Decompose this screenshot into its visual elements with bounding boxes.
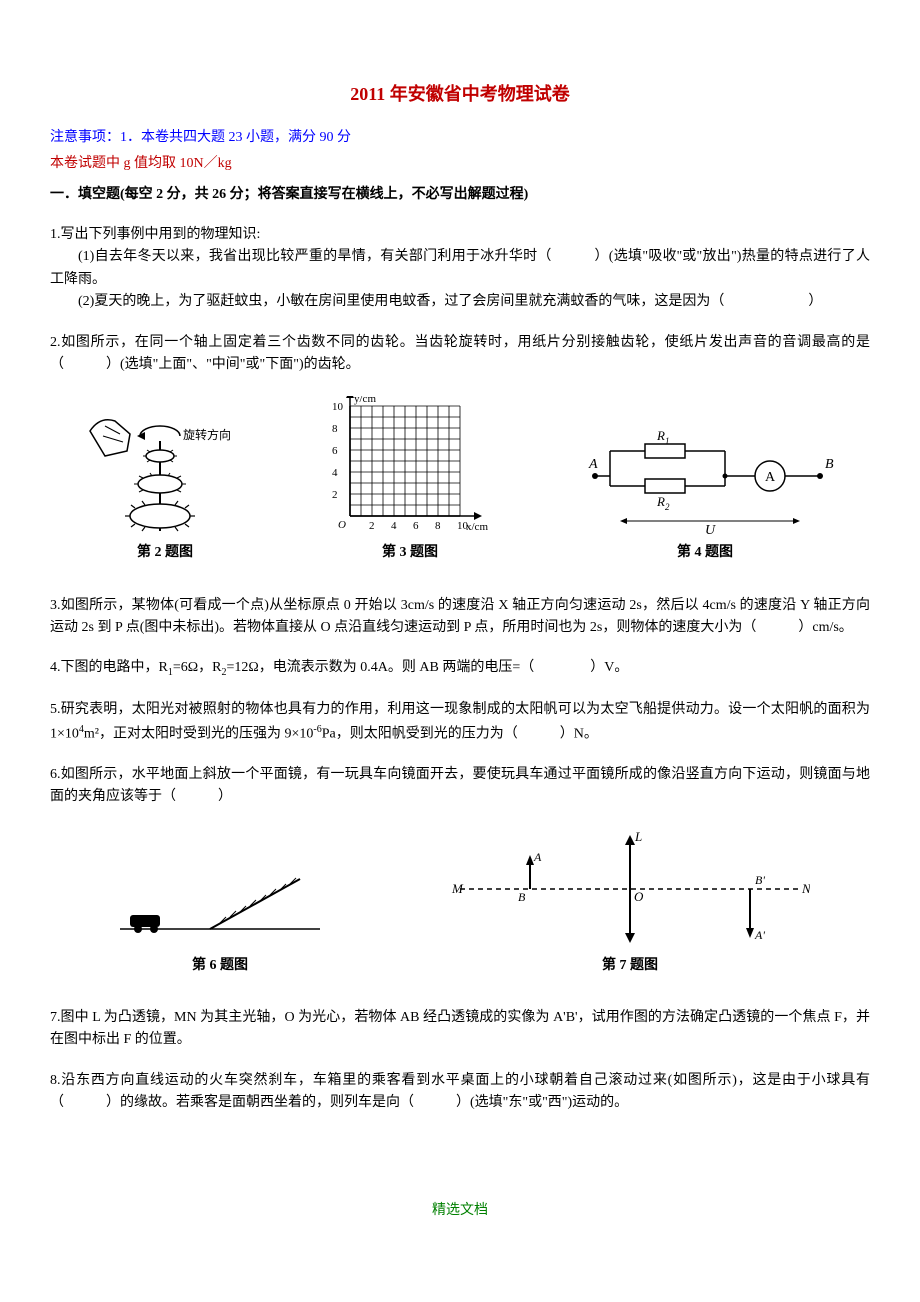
r1-sub: 1 bbox=[665, 436, 670, 446]
lens-diagram-svg: M N L O A B B' A' bbox=[450, 829, 810, 949]
ammeter-label: A bbox=[765, 470, 776, 485]
figures-row-2: 第 6 题图 M N L O A B B' A' 第 7 题图 bbox=[50, 829, 870, 977]
q1-intro: 1.写出下列事例中用到的物理知识: bbox=[50, 224, 870, 246]
svg-text:O: O bbox=[338, 519, 346, 531]
svg-text:y/cm: y/cm bbox=[354, 396, 376, 405]
svg-text:6: 6 bbox=[332, 445, 338, 457]
svg-text:R2: R2 bbox=[656, 494, 670, 512]
svg-text:8: 8 bbox=[332, 423, 338, 435]
grid-figure-svg: 246810246810Ox/cmy/cm bbox=[315, 396, 505, 536]
label-M: M bbox=[451, 881, 464, 896]
section1-header: 一．填空题(每空 2 分，共 26 分；将答案直接写在横线上，不必写出解题过程) bbox=[50, 184, 870, 206]
q4-pre: 4.下图的电路中，R bbox=[50, 660, 168, 675]
gear-figure-svg: 旋转方向 bbox=[85, 406, 245, 536]
figure-4: A R1 R2 A B bbox=[575, 426, 835, 564]
q4-text: 4.下图的电路中，R1=6Ω，R2=12Ω，电流表示数为 0.4A。则 AB 两… bbox=[50, 657, 870, 681]
q5-end: Pa，则太阳帆受到光的压力为（ ）N。 bbox=[322, 726, 598, 741]
label-Bp: B' bbox=[755, 873, 765, 887]
q6-text: 6.如图所示，水平地面上斜放一个平面镜，有一玩具车向镜面开去，要使玩具车通过平面… bbox=[50, 764, 870, 809]
mirror-car-svg bbox=[110, 859, 330, 949]
label-Ap: A' bbox=[754, 928, 765, 942]
footer-text: 精选文档 bbox=[432, 1200, 488, 1222]
q5-exp2: -6 bbox=[313, 724, 321, 735]
figure-6: 第 6 题图 bbox=[110, 859, 330, 977]
q5-text: 5.研究表明，太阳光对被照射的物体也具有力的作用，利用这一现象制成的太阳帆可以为… bbox=[50, 699, 870, 745]
label-N: N bbox=[801, 881, 810, 896]
label-B2: B bbox=[518, 890, 526, 904]
fig2-caption: 第 2 题图 bbox=[137, 542, 193, 564]
svg-text:10: 10 bbox=[332, 401, 344, 413]
svg-text:6: 6 bbox=[413, 520, 419, 532]
label-A: A bbox=[588, 457, 598, 472]
fig6-caption: 第 6 题图 bbox=[192, 955, 248, 977]
q8-text: 8.沿东西方向直线运动的火车突然刹车，车箱里的乘客看到水平桌面上的小球朝着自己滚… bbox=[50, 1070, 870, 1115]
q2-text: 2.如图所示，在同一个轴上固定着三个齿数不同的齿轮。当齿轮旋转时，用纸片分别接触… bbox=[50, 332, 870, 377]
label-B: B bbox=[825, 457, 834, 472]
r1-label: R bbox=[656, 428, 665, 443]
svg-text:4: 4 bbox=[391, 520, 397, 532]
figure-2: 旋转方向 bbox=[85, 406, 245, 564]
q3-text: 3.如图所示，某物体(可看成一个点)从坐标原点 0 开始以 3cm/s 的速度沿… bbox=[50, 595, 870, 640]
label-L: L bbox=[634, 829, 642, 844]
svg-text:2: 2 bbox=[369, 520, 375, 532]
fig4-caption: 第 4 题图 bbox=[677, 542, 733, 564]
circuit-svg: A R1 R2 A B bbox=[575, 426, 835, 536]
figure-3: 246810246810Ox/cmy/cm 第 3 题图 bbox=[315, 396, 505, 564]
sub-notice-text: 本卷试题中 g 值均取 10N／kg bbox=[50, 153, 870, 175]
svg-text:2: 2 bbox=[332, 489, 338, 501]
q1-sub2: (2)夏天的晚上，为了驱赶蚊虫，小敏在房间里使用电蚊香，过了会房间里就充满蚊香的… bbox=[50, 291, 870, 313]
figures-row-1: 旋转方向 bbox=[50, 396, 870, 564]
q5-mid: m²，正对太阳时受到光的压强为 9×10 bbox=[84, 726, 313, 741]
rotation-label: 旋转方向 bbox=[183, 427, 231, 442]
figure-7: M N L O A B B' A' 第 7 题图 bbox=[450, 829, 810, 977]
q4-r2: =12Ω，电流表示数为 0.4A。则 AB 两端的电压=（ ）V。 bbox=[226, 660, 628, 675]
q4-r1: =6Ω，R bbox=[173, 660, 222, 675]
label-A2: A bbox=[533, 850, 542, 864]
r2-sub: 2 bbox=[665, 502, 670, 512]
svg-text:8: 8 bbox=[435, 520, 441, 532]
q1-sub1: (1)自去年冬天以来，我省出现比较严重的旱情，有关部门利用于冰升华时（ ）(选填… bbox=[50, 246, 870, 291]
label-U: U bbox=[705, 523, 716, 536]
label-O: O bbox=[634, 889, 644, 904]
svg-text:4: 4 bbox=[332, 467, 338, 479]
page-title: 2011 年安徽省中考物理试卷 bbox=[50, 80, 870, 109]
r2-label: R bbox=[656, 494, 665, 509]
fig3-caption: 第 3 题图 bbox=[382, 542, 438, 564]
svg-text:x/cm: x/cm bbox=[466, 521, 488, 533]
fig7-caption: 第 7 题图 bbox=[602, 955, 658, 977]
notice-text: 注意事项：1．本卷共四大题 23 小题，满分 90 分 bbox=[50, 127, 870, 149]
q7-text: 7.图中 L 为凸透镜，MN 为其主光轴，O 为光心，若物体 AB 经凸透镜成的… bbox=[50, 1007, 870, 1052]
